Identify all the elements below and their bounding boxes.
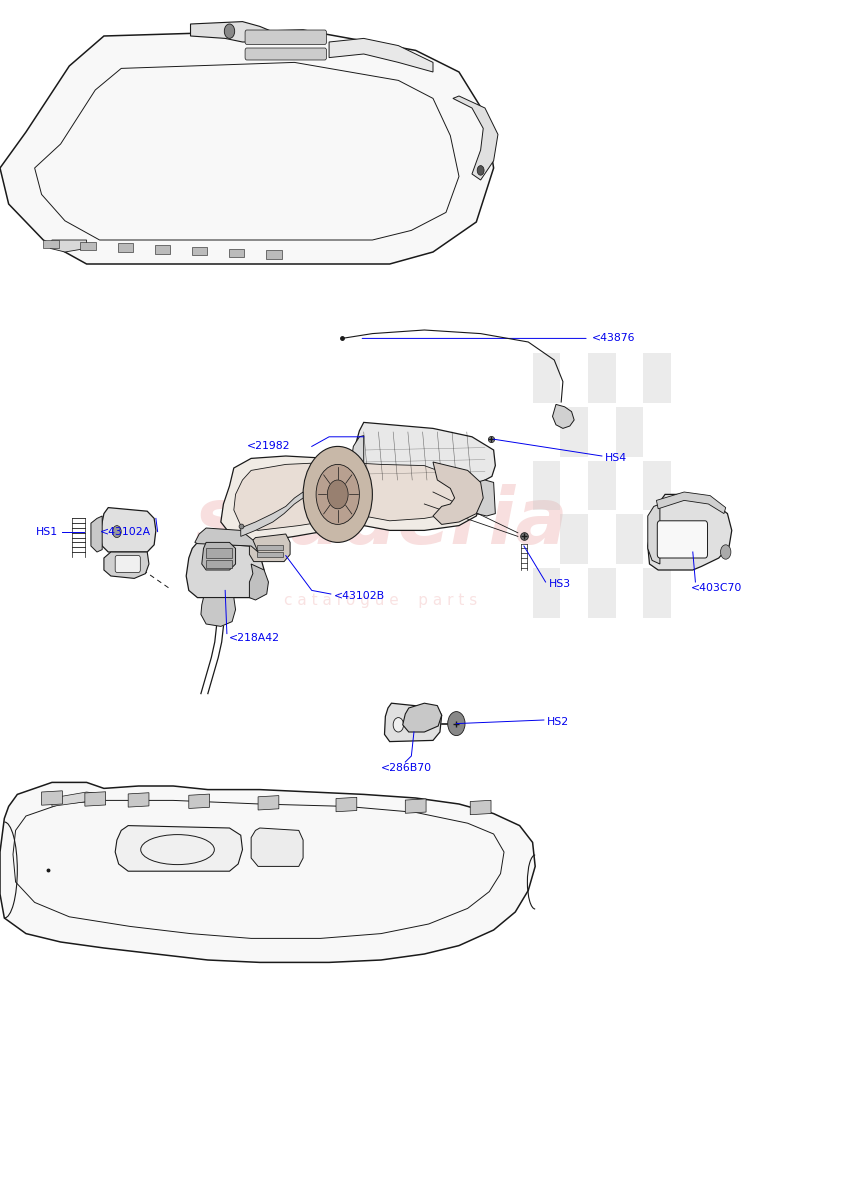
Polygon shape — [42, 791, 62, 805]
Polygon shape — [352, 436, 364, 468]
Text: <403C70: <403C70 — [691, 583, 742, 593]
Text: <43102A: <43102A — [100, 527, 151, 536]
FancyBboxPatch shape — [118, 244, 133, 252]
Polygon shape — [234, 462, 463, 530]
Bar — [560, 515, 588, 564]
Polygon shape — [405, 799, 426, 814]
Polygon shape — [648, 504, 660, 564]
Polygon shape — [336, 797, 357, 811]
Text: <218A42: <218A42 — [229, 634, 280, 643]
Polygon shape — [403, 703, 442, 732]
Bar — [588, 568, 616, 618]
Polygon shape — [385, 703, 442, 742]
Text: HS3: HS3 — [549, 580, 572, 589]
Bar — [533, 353, 560, 403]
Circle shape — [327, 480, 348, 509]
FancyBboxPatch shape — [245, 48, 326, 60]
FancyBboxPatch shape — [245, 30, 326, 44]
Circle shape — [303, 446, 372, 542]
Bar — [257, 552, 283, 557]
Polygon shape — [85, 792, 106, 806]
Polygon shape — [470, 800, 491, 815]
Polygon shape — [195, 528, 258, 552]
Polygon shape — [104, 552, 149, 578]
Polygon shape — [553, 404, 574, 428]
Bar — [643, 353, 671, 403]
FancyBboxPatch shape — [155, 245, 171, 253]
FancyBboxPatch shape — [657, 521, 708, 558]
Circle shape — [224, 24, 235, 38]
Polygon shape — [241, 492, 303, 536]
Text: <286B70: <286B70 — [381, 763, 432, 773]
Circle shape — [393, 718, 404, 732]
Circle shape — [721, 545, 731, 559]
Polygon shape — [329, 38, 433, 72]
Polygon shape — [50, 240, 87, 252]
Circle shape — [448, 712, 465, 736]
Polygon shape — [201, 598, 236, 626]
Polygon shape — [191, 22, 277, 42]
Text: HS2: HS2 — [547, 718, 570, 727]
Polygon shape — [251, 828, 303, 866]
Polygon shape — [249, 564, 268, 600]
Polygon shape — [202, 542, 236, 570]
Polygon shape — [128, 793, 149, 808]
Bar — [643, 461, 671, 510]
Text: scuderia: scuderia — [194, 484, 568, 560]
Bar — [588, 461, 616, 510]
Bar — [206, 548, 232, 558]
Polygon shape — [355, 422, 495, 482]
Circle shape — [113, 526, 121, 538]
Bar — [533, 461, 560, 510]
Bar — [588, 353, 616, 403]
Polygon shape — [186, 542, 264, 598]
Text: HS1: HS1 — [36, 527, 59, 536]
FancyBboxPatch shape — [81, 241, 96, 250]
Text: c a t a l o g u e    p a r t s: c a t a l o g u e p a r t s — [284, 593, 478, 607]
Polygon shape — [189, 794, 210, 809]
Bar — [616, 515, 643, 564]
Polygon shape — [476, 480, 495, 516]
Polygon shape — [0, 30, 494, 264]
Polygon shape — [648, 494, 732, 570]
FancyBboxPatch shape — [191, 247, 207, 256]
Polygon shape — [100, 508, 156, 552]
Text: <21982: <21982 — [247, 442, 290, 451]
Polygon shape — [258, 796, 279, 810]
Bar — [616, 407, 643, 457]
Circle shape — [477, 166, 484, 175]
Text: <43876: <43876 — [591, 334, 635, 343]
FancyBboxPatch shape — [229, 248, 244, 257]
Polygon shape — [453, 96, 498, 180]
Bar — [533, 568, 560, 618]
Polygon shape — [52, 792, 104, 806]
Polygon shape — [0, 782, 535, 962]
Polygon shape — [91, 516, 102, 552]
Polygon shape — [115, 826, 242, 871]
FancyBboxPatch shape — [266, 251, 281, 259]
Polygon shape — [221, 456, 483, 542]
Bar — [560, 407, 588, 457]
Polygon shape — [249, 534, 290, 562]
FancyBboxPatch shape — [115, 556, 140, 572]
Text: <43102B: <43102B — [333, 592, 385, 601]
Polygon shape — [656, 492, 726, 514]
Bar — [206, 560, 232, 568]
Circle shape — [316, 464, 359, 524]
Polygon shape — [433, 462, 483, 524]
Bar — [257, 545, 283, 550]
Bar — [643, 568, 671, 618]
Text: HS4: HS4 — [604, 454, 627, 463]
FancyBboxPatch shape — [43, 240, 59, 248]
